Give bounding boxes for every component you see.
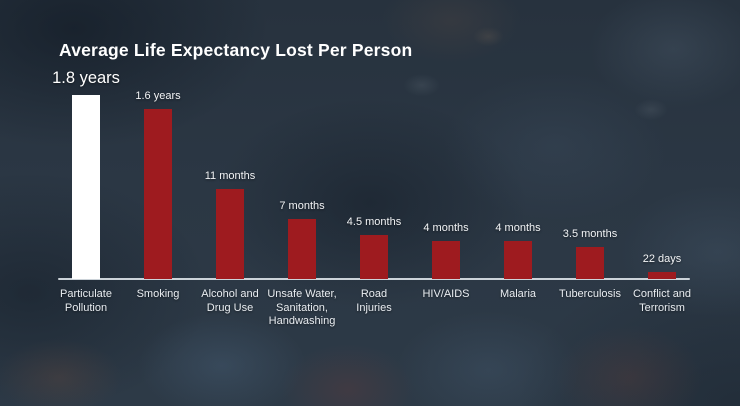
axis-label-line: Conflict and: [632, 288, 692, 300]
axis-label-line: Pollution: [64, 301, 108, 314]
bar-hiv-aids: [432, 241, 460, 279]
bar-malaria: [504, 241, 532, 279]
axis-label-line: Tuberculosis: [559, 288, 621, 300]
axis-label-line: Injuries: [356, 301, 392, 314]
axis-label-line: Unsafe Water,: [267, 288, 337, 300]
value-label-conflict-and-terrorism: 22 days: [642, 253, 682, 265]
bar-smoking: [144, 109, 172, 279]
axis-label-line: Alcohol and: [201, 288, 259, 300]
bar-unsafe-water-sanitation-handwashing: [288, 219, 316, 279]
value-label-alcohol-and-drug-use: 11 months: [204, 170, 256, 182]
value-label-unsafe-water-sanitation-handwashing: 7 months: [279, 200, 325, 212]
axis-label-smoking: Smoking: [103, 288, 213, 302]
value-label-road-injuries: 4.5 months: [346, 216, 402, 228]
value-label-tuberculosis: 3.5 months: [562, 228, 618, 240]
axis-label-conflict-and-terrorism: Conflict and Terrorism: [607, 288, 717, 315]
axis-label-tuberculosis: Tuberculosis: [535, 288, 645, 302]
x-axis-line: [58, 278, 690, 280]
axis-label-unsafe-water-sanitation-handwashing: Unsafe Water, Sanitation, Handwashing: [247, 288, 357, 329]
axis-label-line: Drug Use: [206, 301, 254, 314]
axis-label-malaria: Malaria: [463, 288, 573, 302]
bar-tuberculosis: [576, 247, 604, 279]
axis-label-line: Malaria: [499, 288, 537, 300]
axis-label-line: Particulate: [60, 288, 112, 300]
bar-alcohol-and-drug-use: [216, 189, 244, 279]
axis-label-hiv-aids: HIV/AIDS: [391, 288, 501, 302]
axis-label-line: HIV/AIDS: [422, 288, 470, 300]
axis-label-line: Smoking: [136, 288, 180, 300]
value-label-particulate-pollution: 1.8 years: [52, 69, 120, 87]
axis-label-road-injuries: Road Injuries: [319, 288, 429, 315]
bar-road-injuries: [360, 235, 388, 279]
axis-label-line: Sanitation,: [276, 301, 328, 314]
value-label-smoking: 1.6 years: [135, 90, 181, 102]
page-title: Average Life Expectancy Lost Per Person: [59, 40, 413, 60]
value-label-malaria: 4 months: [495, 222, 541, 234]
axis-label-line: Handwashing: [268, 315, 336, 327]
axis-label-line: Road: [360, 288, 388, 300]
axis-label-line: Terrorism: [639, 301, 685, 314]
bar-conflict-and-terrorism: [648, 272, 676, 279]
bar-particulate-pollution: [72, 95, 100, 279]
axis-label-alcohol-and-drug-use: Alcohol and Drug Use: [175, 288, 285, 315]
axis-label-particulate-pollution: Particulate Pollution: [31, 288, 141, 315]
value-label-hiv-aids: 4 months: [423, 222, 469, 234]
